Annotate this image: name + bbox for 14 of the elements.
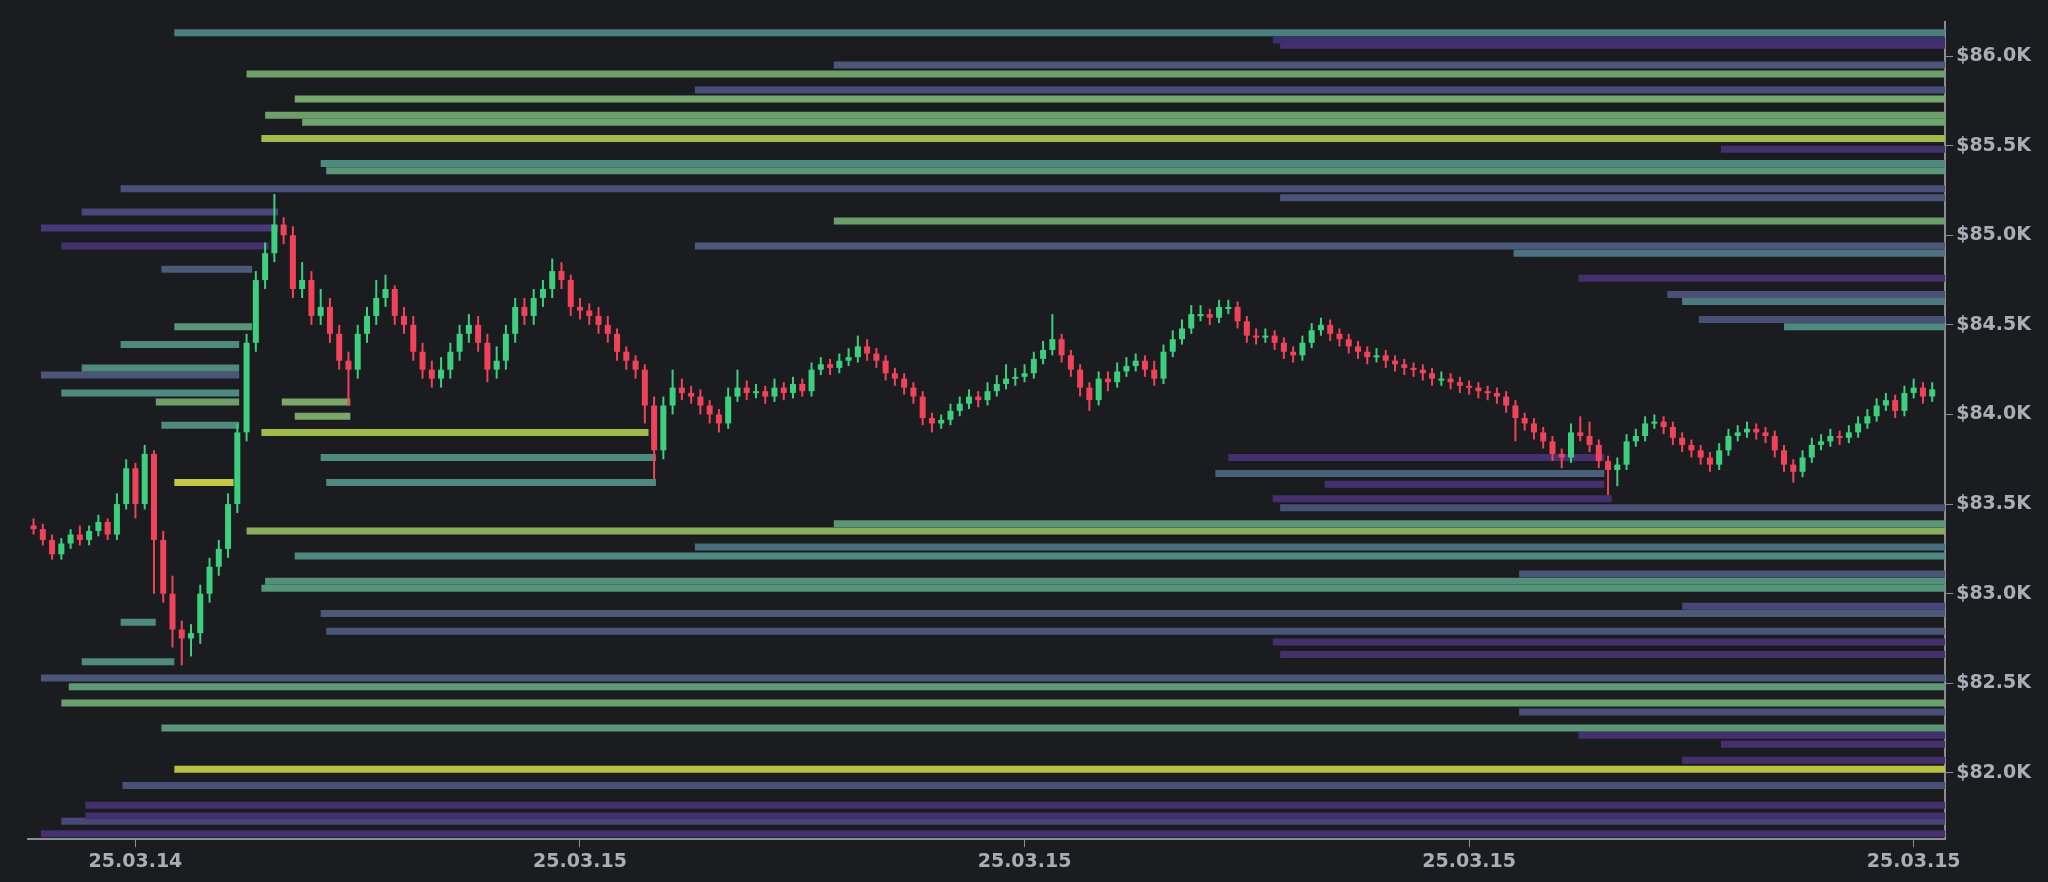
y-tick-label: $85.0K [1956,222,2033,245]
y-tick-label: $86.0K [1956,42,2033,65]
x-tick-label: 25.03.15 [533,848,627,871]
y-tick-label: $82.5K [1956,670,2033,693]
y-tick-label: $84.5K [1956,311,2033,334]
x-tick-label: 25.03.15 [1422,848,1517,871]
y-tick-label: $85.5K [1956,132,2033,155]
y-tick-label: $83.5K [1956,491,2033,514]
y-tick-label: $82.0K [1956,759,2033,782]
x-tick-label: 25.03.14 [88,848,183,871]
y-tick-label: $83.0K [1956,580,2033,603]
x-tick-label: 25.03.15 [977,848,1072,871]
x-tick-label: 25.03.15 [1866,848,1961,871]
y-tick-label: $84.0K [1956,401,2033,424]
